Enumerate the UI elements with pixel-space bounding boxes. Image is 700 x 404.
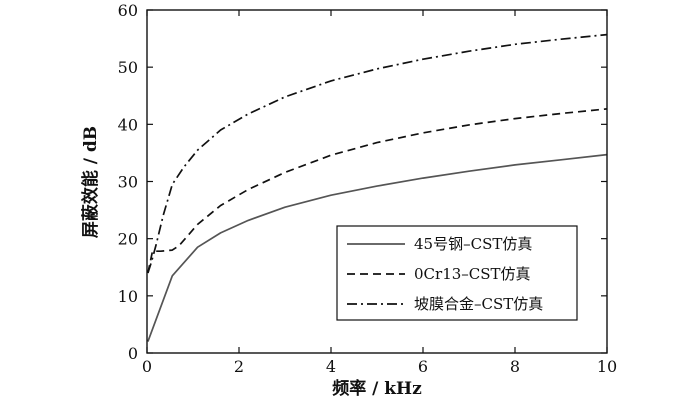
x-tick-label: 2 bbox=[234, 357, 244, 376]
x-tick-label: 0 bbox=[142, 357, 152, 376]
x-tick-label: 4 bbox=[326, 357, 336, 376]
legend-box bbox=[336, 225, 578, 321]
ticks-layer: 0 2 4 6 8 10 0 10 20 30 40 50 60 bbox=[118, 1, 618, 376]
y-tick-label: 20 bbox=[118, 230, 138, 249]
y-tick-label: 10 bbox=[118, 287, 138, 306]
series-line-0 bbox=[147, 153, 608, 342]
legend-label-1: 0Cr13–CST仿真 bbox=[414, 265, 531, 283]
x-tick-label: 10 bbox=[597, 357, 617, 376]
series-line-1 bbox=[147, 108, 608, 274]
legend-label-0: 45号钢–CST仿真 bbox=[414, 235, 532, 253]
y-tick-label: 40 bbox=[118, 115, 138, 134]
legend-label-2: 坡膜合金–CST仿真 bbox=[414, 295, 543, 313]
x-tick-label: 8 bbox=[510, 357, 520, 376]
series-line-2 bbox=[147, 33, 608, 274]
y-tick-label: 60 bbox=[118, 1, 138, 20]
y-axis-label: 屏蔽效能 / dB bbox=[80, 126, 101, 238]
y-tick-label: 50 bbox=[118, 58, 138, 77]
y-tick-label: 0 bbox=[128, 344, 138, 363]
x-tick-label: 6 bbox=[418, 357, 428, 376]
series-layer bbox=[147, 33, 608, 342]
y-tick-label: 30 bbox=[118, 173, 138, 192]
x-axis-label: 频率 / kHz bbox=[332, 378, 422, 399]
